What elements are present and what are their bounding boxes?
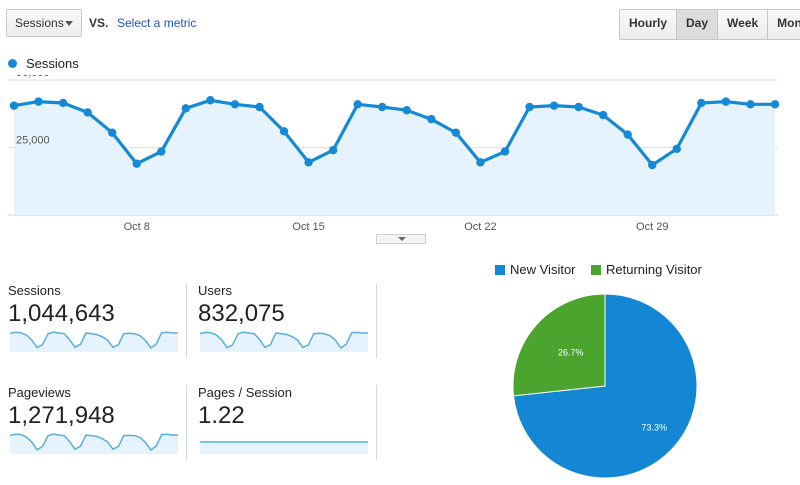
x-tick-label: Oct 8 (124, 221, 150, 233)
data-point[interactable] (83, 108, 92, 117)
scorecard-label: Pageviews (8, 385, 71, 400)
chart-collapse-handle[interactable] (376, 234, 426, 244)
scorecard-users[interactable]: Users 832,075 (198, 283, 378, 383)
data-point[interactable] (206, 96, 215, 105)
data-point[interactable] (378, 102, 387, 112)
data-point[interactable] (353, 100, 362, 109)
scorecard-sessions[interactable]: Sessions 1,044,643 (8, 283, 188, 383)
pie-slice-label: 26.7% (558, 347, 584, 357)
scorecard-label: Users (198, 283, 232, 298)
scorecard-value: 832,075 (198, 300, 285, 327)
series-legend-dot (8, 59, 17, 68)
divider (186, 385, 187, 460)
legend-label-returning-visitor[interactable]: Returning Visitor (606, 262, 702, 277)
granularity-week-button[interactable]: Week (718, 10, 769, 39)
divider (186, 283, 187, 358)
y-tick-label: 50,000 (16, 75, 50, 79)
data-point[interactable] (230, 100, 240, 109)
scorecard-pages-per-session[interactable]: Pages / Session 1.22 (198, 385, 378, 485)
data-point[interactable] (132, 159, 141, 168)
scorecard-value: 1,044,643 (8, 300, 115, 327)
data-point[interactable] (697, 98, 706, 108)
sessions-area-fill (14, 100, 775, 215)
granularity-month-button[interactable]: Month (768, 10, 800, 39)
sparkline-fill (10, 332, 178, 352)
metric-select-value: Sessions (15, 16, 64, 30)
sparkline-line (200, 331, 368, 350)
data-point[interactable] (476, 158, 485, 167)
data-point[interactable] (328, 146, 338, 155)
data-point[interactable] (721, 97, 731, 106)
scorecard-value: 1.22 (198, 402, 245, 429)
x-tick-label: Oct 29 (636, 221, 668, 233)
legend-swatch-new-visitor (495, 265, 505, 275)
data-point[interactable] (770, 100, 780, 109)
y-tick-label: 25,000 (16, 135, 50, 147)
legend-swatch-returning-visitor (591, 265, 601, 275)
sparkline-fill (200, 332, 368, 352)
data-point[interactable] (107, 128, 117, 137)
data-point[interactable] (549, 101, 559, 110)
data-point[interactable] (746, 100, 755, 109)
pie-slice-returning-visitor[interactable] (512, 293, 606, 397)
sparkline-fill (200, 442, 368, 454)
data-point[interactable] (9, 101, 19, 110)
x-tick-label: Oct 15 (292, 221, 324, 233)
data-point[interactable] (402, 106, 411, 115)
chevron-down-icon (398, 237, 406, 241)
sessions-series-line (13, 98, 775, 167)
data-point[interactable] (598, 110, 608, 120)
metric-select[interactable]: Sessions (6, 9, 82, 37)
data-point[interactable] (34, 97, 43, 106)
scorecard-pageviews[interactable]: Pageviews 1,271,948 (8, 385, 188, 485)
data-point[interactable] (574, 102, 583, 112)
sessions-line-chart: 25,000 50,000 Oct 8 Oct 15 Oct 22 Oct 29 (8, 75, 780, 233)
data-point[interactable] (525, 102, 534, 112)
scorecard-label: Sessions (8, 283, 61, 298)
sparkline (10, 331, 178, 352)
visitor-type-pie-chart: 73.3% 26.7% (512, 293, 698, 479)
granularity-day-button[interactable]: Day (677, 10, 719, 39)
sparkline (10, 433, 178, 454)
select-metric-link[interactable]: Select a metric (117, 16, 197, 30)
sparkline (200, 331, 368, 352)
sparkline (200, 441, 368, 454)
data-point[interactable] (255, 102, 264, 112)
data-point[interactable] (427, 114, 436, 124)
series-legend-label[interactable]: Sessions (26, 56, 79, 71)
data-point[interactable] (500, 147, 510, 156)
sparkline-fill (10, 434, 178, 454)
x-tick-label: Oct 22 (464, 221, 496, 233)
data-point[interactable] (672, 144, 682, 154)
data-point[interactable] (623, 130, 632, 139)
data-point[interactable] (648, 160, 657, 170)
vs-label: VS. (89, 16, 109, 30)
divider (376, 385, 377, 460)
sparkline-line (10, 331, 178, 350)
granularity-hourly-button[interactable]: Hourly (620, 10, 678, 39)
data-point[interactable] (157, 147, 166, 156)
scorecard-value: 1,271,948 (8, 402, 115, 429)
data-point[interactable] (279, 127, 289, 136)
divider (376, 283, 377, 358)
data-point[interactable] (181, 104, 191, 113)
scorecard-label: Pages / Session (198, 385, 292, 400)
legend-label-new-visitor[interactable]: New Visitor (510, 262, 576, 277)
data-point[interactable] (58, 98, 68, 108)
sparkline-line (10, 433, 178, 452)
pie-slice-label: 73.3% (642, 422, 668, 432)
data-point[interactable] (451, 128, 461, 137)
granularity-toggle: Hourly Day Week Month (619, 9, 800, 40)
data-point[interactable] (304, 158, 313, 167)
caret-down-icon (65, 21, 73, 26)
